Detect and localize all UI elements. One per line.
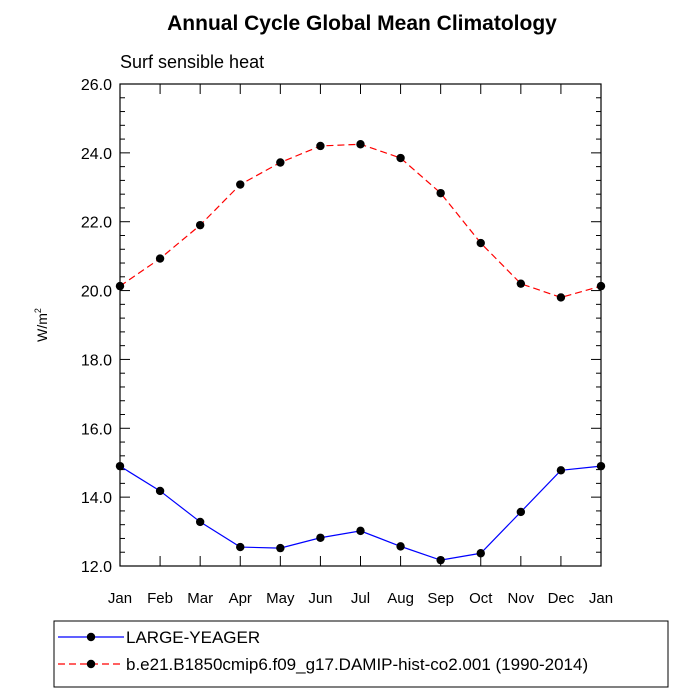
data-point [236, 180, 245, 189]
x-tick-label: Nov [507, 590, 534, 607]
y-tick-label: 20.0 [81, 284, 112, 301]
y-tick-label: 26.0 [81, 77, 112, 94]
data-point [476, 238, 485, 248]
data-point [195, 220, 205, 230]
x-tick-label: Jan [108, 590, 132, 607]
legend-entry-2: b.e21.B1850cmip6.f09_g17.DAMIP-hist-co2.… [58, 655, 588, 674]
series-line [119, 143, 602, 299]
data-point [276, 158, 285, 167]
legend-marker [86, 659, 96, 669]
x-tick-label: Jan [589, 590, 613, 607]
series-1 [115, 461, 606, 565]
y-tick-label: 22.0 [81, 215, 112, 232]
data-point [356, 526, 365, 536]
data-point [516, 507, 526, 517]
legend-label: LARGE-YEAGER [126, 628, 260, 647]
data-point [155, 486, 165, 496]
legend-box [53, 620, 669, 688]
x-tick-label: Aug [387, 590, 414, 607]
y-axis-label-superscript: 2 [33, 308, 43, 313]
x-tick-label: Feb [147, 590, 173, 607]
x-tick-label: Sep [427, 590, 454, 607]
data-point [396, 153, 405, 163]
plot-frame [119, 83, 602, 567]
x-tick-label: Oct [469, 590, 493, 607]
svg-text:W/m2: W/m2 [33, 308, 50, 342]
y-tick-label: 18.0 [81, 352, 112, 369]
legend: LARGE-YEAGER b.e21.B1850cmip6.f09_g17.DAM… [53, 620, 669, 688]
axis-ticks: 12.0 14.0 16.0 18.0 20.0 22.0 24.0 26.0 Jan Feb Ma… [81, 77, 613, 607]
data-point [436, 188, 445, 198]
series-line [119, 465, 602, 561]
y-tick-label: 12.0 [81, 559, 112, 576]
chart-title: Annual Cycle Global Mean Climatology [167, 12, 557, 35]
data-point [556, 466, 566, 475]
x-tick-label: May [266, 590, 295, 607]
legend-entry-1: LARGE-YEAGER [58, 628, 260, 647]
data-point [316, 141, 325, 151]
data-point [195, 517, 205, 527]
x-tick-label: Jul [351, 590, 370, 607]
legend-label: b.e21.B1850cmip6.f09_g17.DAMIP-hist-co2.… [126, 655, 588, 674]
x-tick-label: Dec [548, 590, 575, 607]
data-point [316, 533, 325, 542]
data-point [276, 543, 285, 553]
data-point [155, 254, 165, 263]
data-point [556, 293, 566, 302]
y-tick-label: 24.0 [81, 146, 112, 163]
y-tick-label: 16.0 [81, 421, 112, 438]
x-tick-label: Mar [187, 590, 213, 607]
x-tick-label: Apr [229, 590, 252, 607]
y-axis-label-base: W/m [34, 313, 50, 342]
data-point [236, 542, 245, 552]
legend-marker [86, 632, 96, 642]
data-point [436, 555, 445, 565]
data-point [476, 549, 485, 558]
series-2 [115, 140, 606, 302]
x-tick-label: Jun [308, 590, 332, 607]
y-tick-label: 14.0 [81, 490, 112, 507]
chart-subtitle: Surf sensible heat [120, 52, 264, 72]
data-point [516, 279, 526, 288]
series-lines [115, 140, 606, 565]
y-axis-label: W/m2 [33, 308, 50, 342]
data-point [396, 542, 405, 551]
data-point [356, 140, 365, 149]
